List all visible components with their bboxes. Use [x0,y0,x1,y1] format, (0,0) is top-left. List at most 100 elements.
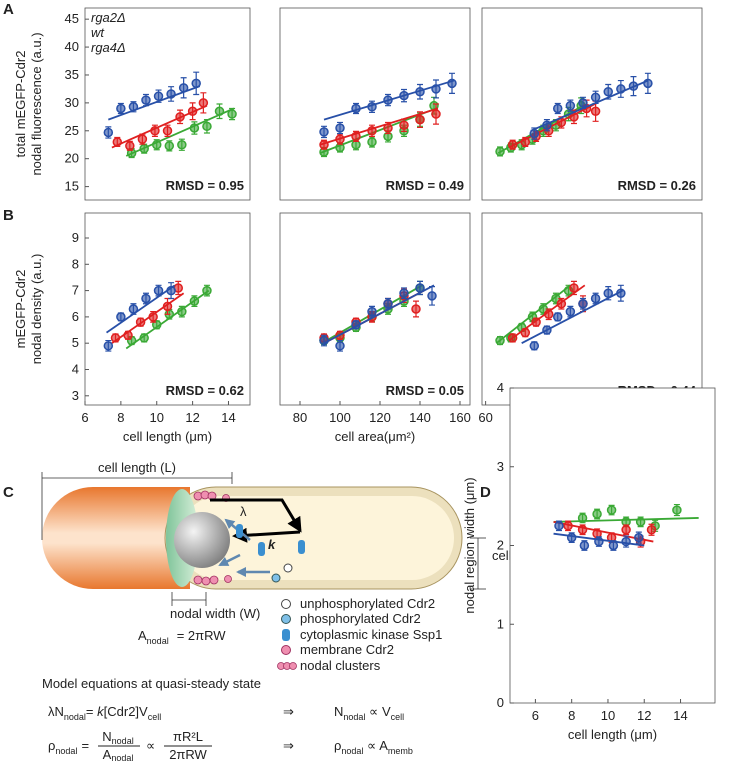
mean-marker [137,134,148,144]
y-tick-label: 1 [497,616,504,631]
annotation: RMSD = 0.62 [166,383,244,398]
mean-marker [335,123,345,133]
fraction-den: Anodal [103,747,134,762]
plot-frame [84,7,251,201]
mean-marker [110,333,121,343]
mean-marker [603,86,613,97]
eq-part: nodal [341,746,363,756]
mean-marker [552,103,563,114]
prop: ∝ [146,738,155,753]
y-axis-label: nodal density (a.u.) [29,254,44,365]
mean-marker [415,283,425,293]
x-tick-label: 140 [409,410,431,425]
mean-marker [227,109,237,119]
eq-part: nodal [111,753,133,762]
x-tick-label: 60 [478,410,492,425]
nucleus [174,512,230,568]
area-sym: A [138,628,147,643]
mean-marker [621,525,631,535]
fit-line [106,284,176,334]
mean-marker [164,141,175,151]
mean-marker [606,505,617,515]
mean-marker [351,131,361,142]
y-tick-label: 4 [72,361,79,376]
cell-length-label: cell length (L) [98,460,176,475]
cytoplasm [178,496,454,580]
legend-icon [282,629,290,641]
mean-marker [178,83,189,93]
y-tick-label: 30 [65,95,79,110]
mean-marker [187,106,198,117]
mean-marker [552,312,563,322]
mean-marker [579,540,590,551]
panel-label: A [3,1,14,18]
equations-title: Model equations at quasi-steady state [42,676,261,691]
legend-entry: rga2Δ [91,10,126,25]
mean-marker [123,330,133,341]
mean-marker [634,532,644,543]
mean-marker [399,120,409,130]
mean-marker [367,126,377,136]
mean-marker [189,123,200,133]
legend-icon [281,599,291,609]
mean-marker [202,121,212,132]
mean-marker [554,521,564,531]
area-sub: nodal [147,636,169,646]
legend-text: phosphorylated Cdr2 [300,611,421,626]
mean-marker [628,81,639,91]
mean-marker [603,288,613,298]
mean-marker [198,98,209,108]
y-tick-label: 35 [65,67,79,82]
x-tick-label: 160 [449,410,471,425]
y-tick-label: 25 [65,123,79,138]
legend-icon [281,614,291,624]
legend-icon [277,662,297,670]
mean-marker [135,317,146,327]
panel-label: D [480,484,491,501]
annotation: RMSD = 0.26 [618,178,696,193]
mean-marker [543,309,554,320]
mean-marker [646,525,657,535]
mean-marker [335,341,345,351]
legend-text: nodal clusters [300,658,381,673]
x-tick-label: 100 [329,410,351,425]
mean-marker [399,90,409,101]
y-tick-label: 3 [72,388,79,403]
eq-part: N [102,729,111,744]
mean-marker [520,327,531,338]
unphos [283,563,293,573]
fraction-den: 2πRW [169,747,207,762]
mean-marker [616,84,626,94]
x-tick-label: 8 [117,410,124,425]
panel-label: C [3,484,14,501]
mean-marker [112,137,123,147]
mean-marker [319,139,329,150]
panel-label: B [3,207,14,224]
mean-marker [367,137,377,147]
mean-marker [529,128,540,139]
mean-marker [542,120,552,130]
mean-marker [590,293,601,304]
mean-marker [578,298,588,309]
equation-2-rhs: ρnodal ∝ Amemb [334,738,413,756]
mean-marker [621,536,631,547]
y-tick-label: 7 [72,283,79,298]
x-tick-label: 6 [81,410,88,425]
y-tick-label: 4 [497,380,504,395]
mean-marker [139,143,149,154]
x-tick-label: 10 [150,410,164,425]
chart-panel: RMSD = 0.49 [279,7,471,201]
fraction-num: πR²L [173,729,203,744]
mean-marker [214,106,225,117]
mean-marker [520,137,531,147]
legend-text: cytoplasmic kinase Ssp1 [300,627,442,642]
x-tick-label: 12 [637,708,651,723]
eq-part: λN [48,704,64,719]
mean-marker [590,106,601,117]
mean-marker [367,102,377,112]
mean-marker [399,288,409,298]
y-tick-label: 15 [65,179,79,194]
mean-marker [153,285,164,296]
mean-marker [166,285,176,296]
mean-marker [103,341,114,351]
